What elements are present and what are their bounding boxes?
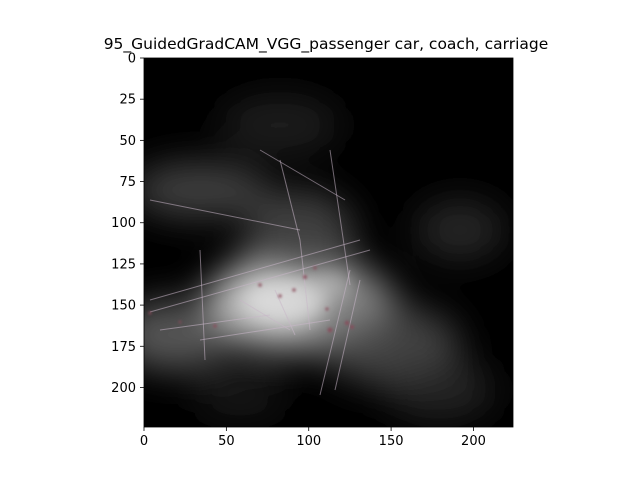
x-axis: 0 50 100 150 200: [140, 427, 486, 449]
x-tick-label: 150: [379, 434, 404, 449]
heatmap-image: [144, 58, 513, 427]
glow-regions: [144, 97, 505, 420]
axes-frame: [143, 57, 514, 428]
y-axis: 0 25 50 75 100 125 150 175 200: [111, 52, 144, 396]
x-tick-label: 50: [218, 434, 235, 449]
activation-dots: [148, 266, 354, 333]
y-tick-label: 50: [119, 134, 136, 149]
y-tick-label: 175: [111, 340, 136, 355]
edge-features: [149, 149, 371, 396]
y-tick-label: 100: [111, 216, 136, 231]
figure-title: 95_GuidedGradCAM_VGG_passenger car, coac…: [104, 35, 549, 54]
x-tick-label: 100: [296, 434, 321, 449]
y-tick-label: 0: [128, 52, 136, 67]
y-tick-label: 75: [119, 175, 136, 190]
y-tick-label: 25: [119, 93, 136, 108]
x-tick-label: 200: [461, 434, 486, 449]
y-tick-label: 125: [111, 257, 136, 272]
y-tick-label: 200: [111, 381, 136, 396]
y-tick-label: 150: [111, 299, 136, 314]
x-tick-label: 0: [140, 434, 148, 449]
